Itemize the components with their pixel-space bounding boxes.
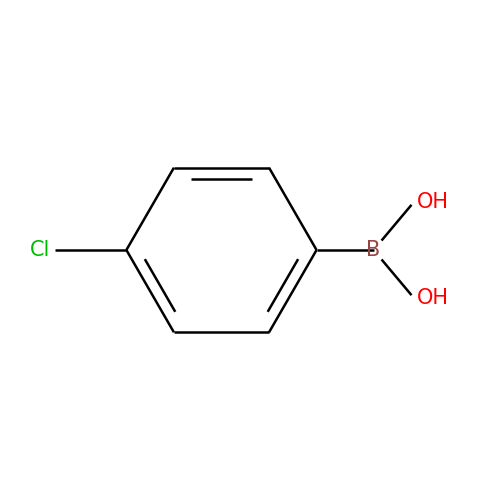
Text: B: B: [366, 240, 380, 260]
Text: Cl: Cl: [30, 240, 50, 260]
Text: OH: OH: [417, 288, 449, 308]
Text: OH: OH: [417, 192, 449, 212]
